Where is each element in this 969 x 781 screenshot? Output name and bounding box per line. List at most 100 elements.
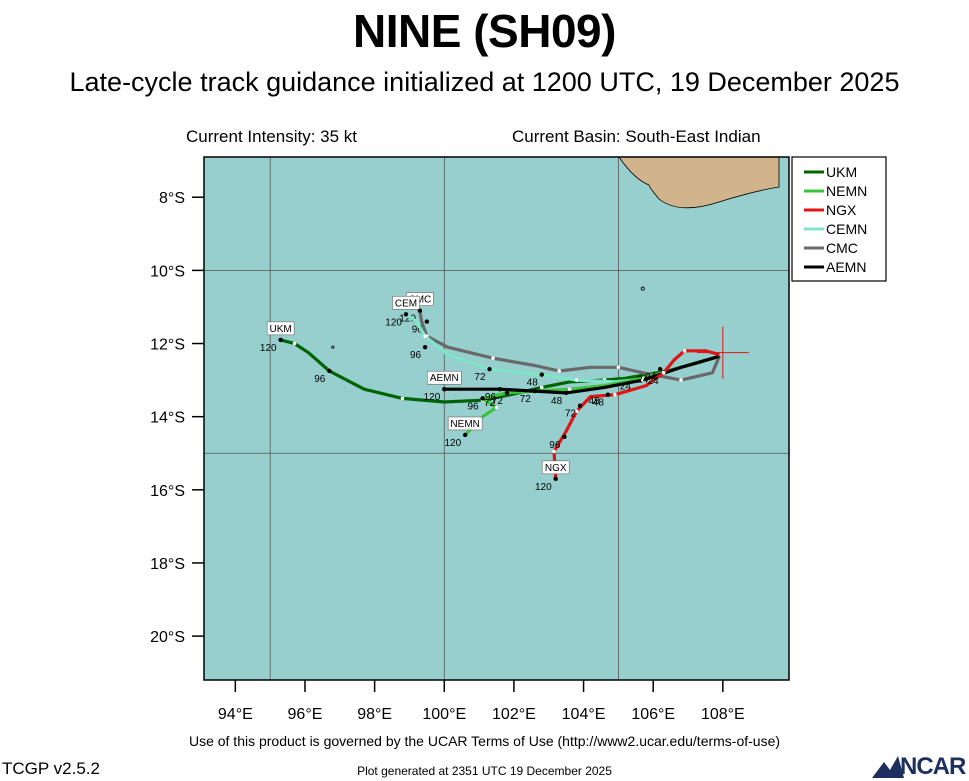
legend-label: NEMN — [826, 183, 867, 199]
legend-label: CMC — [826, 240, 858, 256]
version-label: TCGP v2.5.2 — [2, 759, 100, 778]
forecast-hour-dot — [539, 372, 544, 377]
lon-tick-label: 94°E — [218, 706, 253, 723]
legend-label: AEMN — [826, 259, 866, 275]
ncar-logo: NCAR — [900, 753, 966, 780]
legend-label: CEMN — [826, 221, 867, 237]
forecast-hour-label: 72 — [565, 409, 577, 420]
forecast-hour-label: 120 — [424, 392, 441, 403]
lon-tick-label: 108°E — [701, 706, 745, 723]
lon-tick-label: 106°E — [631, 706, 675, 723]
forecast-hour-dot — [504, 390, 510, 396]
forecast-hour-label: 120 — [260, 343, 277, 354]
forecast-hour-label: 72 — [492, 396, 504, 407]
legend-label: NGX — [826, 202, 857, 218]
forecast-hour-dot — [577, 403, 583, 408]
track-end-label: UKM — [269, 324, 291, 335]
lat-tick-label: 10°S — [150, 263, 185, 280]
forecast-hour-dot — [403, 312, 409, 317]
forecast-hour-label: 120 — [444, 438, 461, 449]
forecast-hour-label: 24 — [645, 372, 657, 383]
track-point — [613, 392, 617, 397]
forecast-hour-label: 24 — [637, 374, 649, 385]
track-end-box — [426, 370, 462, 385]
track-point — [574, 409, 579, 413]
track-point — [539, 385, 544, 390]
forecast-hour-dot — [605, 392, 611, 397]
ncar-logo-icon — [872, 756, 904, 778]
lat-tick-label: 8°S — [159, 190, 185, 207]
track-point — [661, 370, 666, 375]
map-border — [203, 156, 790, 681]
track-point — [557, 369, 561, 373]
lat-tick-label: 14°S — [150, 410, 185, 427]
track-point — [682, 349, 687, 353]
terms-of-use[interactable]: Use of this product is governed by the U… — [188, 733, 781, 749]
legend-label: UKM — [826, 164, 857, 180]
forecast-hour-label: 96 — [410, 350, 422, 361]
track-end-label: CEM — [395, 298, 417, 309]
lat-tick-label: 18°S — [150, 556, 185, 573]
track-point — [574, 378, 579, 382]
java-land — [618, 156, 780, 209]
forecast-hour-dot — [462, 432, 468, 438]
forecast-hour-dot — [480, 396, 485, 401]
track-point — [616, 365, 621, 370]
forecast-hour-label: 120 — [399, 314, 416, 325]
forecast-hour-label: 24 — [648, 376, 660, 387]
page-title: NINE (SH09) — [353, 5, 616, 57]
cocos-island — [331, 345, 335, 349]
forecast-hour-dot — [657, 366, 663, 372]
forecast-hour-dot — [563, 390, 569, 396]
forecast-hour-label: 96 — [485, 392, 497, 403]
track-end-box — [541, 460, 570, 475]
track-end-label: AEMN — [430, 373, 459, 384]
track-point — [567, 387, 572, 392]
forecast-hour-dot — [532, 388, 538, 394]
track-point — [423, 334, 427, 339]
lat-tick-label: 16°S — [150, 483, 185, 500]
forecast-hour-label: 72 — [474, 372, 486, 383]
forecast-hour-label: 96 — [412, 325, 424, 336]
ocean-area — [204, 157, 789, 680]
current-intensity: Current Intensity: 35 kt — [186, 127, 358, 146]
track-end-box — [266, 321, 295, 336]
track-point — [491, 356, 495, 360]
lon-tick-label: 98°E — [357, 706, 392, 723]
forecast-hour-label: 120 — [535, 482, 552, 493]
forecast-hour-label: 24 — [620, 382, 632, 393]
forecast-hour-dot — [562, 434, 567, 439]
track-point — [400, 396, 405, 401]
forecast-hour-dot — [278, 337, 283, 343]
forecast-hour-label: 96 — [467, 401, 479, 412]
forecast-hour-label: 48 — [588, 396, 600, 407]
track-end-box — [447, 416, 483, 431]
page-subtitle: Late-cycle track guidance initialized at… — [69, 67, 900, 97]
forecast-hour-label: 48 — [593, 398, 605, 409]
lat-tick-label: 12°S — [150, 337, 185, 354]
forecast-hour-dot — [442, 387, 447, 392]
forecast-hour-dot — [553, 476, 558, 482]
lon-tick-label: 96°E — [288, 706, 323, 723]
track-end-label: NGX — [545, 463, 567, 474]
forecast-hour-label: 96 — [549, 440, 561, 451]
legend-box — [791, 156, 887, 282]
forecast-hour-label: 48 — [527, 378, 539, 389]
forecast-hour-dot — [487, 366, 492, 372]
forecast-hour-label: 96 — [314, 374, 326, 385]
forecast-hour-dot — [422, 344, 428, 350]
track-point — [640, 378, 645, 382]
track-point — [679, 378, 683, 382]
forecast-hour-dot — [327, 368, 332, 374]
lon-tick-label: 102°E — [492, 706, 536, 723]
forecast-hour-dot — [424, 319, 430, 324]
lon-tick-label: 100°E — [422, 706, 466, 723]
lat-tick-label: 20°S — [150, 629, 185, 646]
track-end-label: NEMN — [450, 419, 479, 430]
forecast-hour-dot — [497, 387, 503, 392]
lon-tick-label: 104°E — [562, 706, 606, 723]
track-point — [552, 449, 556, 454]
generated-timestamp: Plot generated at 2351 UTC 19 December 2… — [357, 764, 612, 778]
track-point — [292, 341, 297, 346]
